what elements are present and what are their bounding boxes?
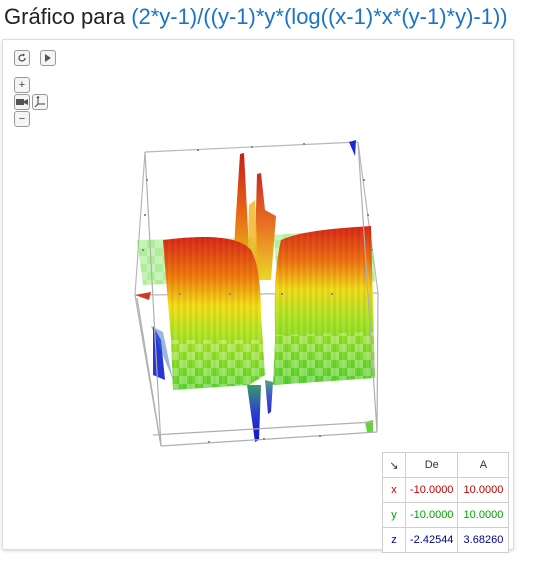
page-title: Gráfico para (2*y-1)/((y-1)*y*(log((x-1)…: [4, 4, 508, 30]
surface-artifact-bottom-right: [365, 420, 373, 432]
camera-button[interactable]: [14, 94, 30, 110]
range-var: y: [382, 502, 406, 528]
range-from[interactable]: -10.0000: [404, 502, 459, 528]
zoom-out-button[interactable]: −: [14, 111, 30, 127]
title-prefix: Gráfico para: [4, 4, 126, 29]
title-formula-link[interactable]: (2*y-1)/((y-1)*y*(log((x-1)*x*(y-1)*y)-1…: [131, 4, 508, 29]
range-row-y: y -10.0000 10.0000: [382, 502, 510, 528]
range-from[interactable]: -10.0000: [404, 477, 459, 503]
range-row-z: z -2.42544 3.68260: [382, 527, 510, 553]
surface-artifact-left: [135, 292, 151, 300]
range-from[interactable]: -2.42544: [404, 527, 459, 553]
range-row-x: x -10.0000 10.0000: [382, 477, 510, 503]
surface-plot[interactable]: [3, 40, 513, 549]
range-table-header: ↘ De A: [382, 452, 510, 478]
range-var: x: [382, 477, 406, 503]
range-header-to: A: [457, 452, 510, 478]
range-to[interactable]: 10.0000: [457, 477, 510, 503]
plot-viewer[interactable]: + − ↘ De A x -10.0000 10.0000 y -10.0000…: [3, 40, 513, 553]
surface-left-sheet: [163, 237, 265, 390]
range-header-from: De: [404, 452, 459, 478]
reset-view-button[interactable]: [14, 50, 30, 66]
surface-artifact-top-right: [349, 140, 356, 156]
surface-spike-down: [151, 326, 273, 442]
play-button[interactable]: [40, 50, 56, 66]
surface-right-sheet: [273, 226, 375, 385]
range-table: ↘ De A x -10.0000 10.0000 y -10.0000 10.…: [382, 452, 510, 553]
zoom-in-button[interactable]: +: [14, 77, 30, 93]
zoom-in-label: +: [18, 79, 26, 91]
axis-ticks: [142, 143, 373, 443]
rotate-icon: [17, 53, 27, 63]
play-icon: [44, 53, 52, 63]
range-to[interactable]: 3.68260: [457, 527, 510, 553]
bounding-box-front: [134, 141, 379, 447]
range-to[interactable]: 10.0000: [457, 502, 510, 528]
axes-icon: [34, 96, 46, 108]
range-var: z: [382, 527, 406, 553]
zoom-out-label: −: [18, 113, 26, 125]
camera-icon: [16, 98, 28, 106]
range-corner-icon[interactable]: ↘: [382, 452, 406, 478]
axes-toggle-button[interactable]: [32, 94, 48, 110]
